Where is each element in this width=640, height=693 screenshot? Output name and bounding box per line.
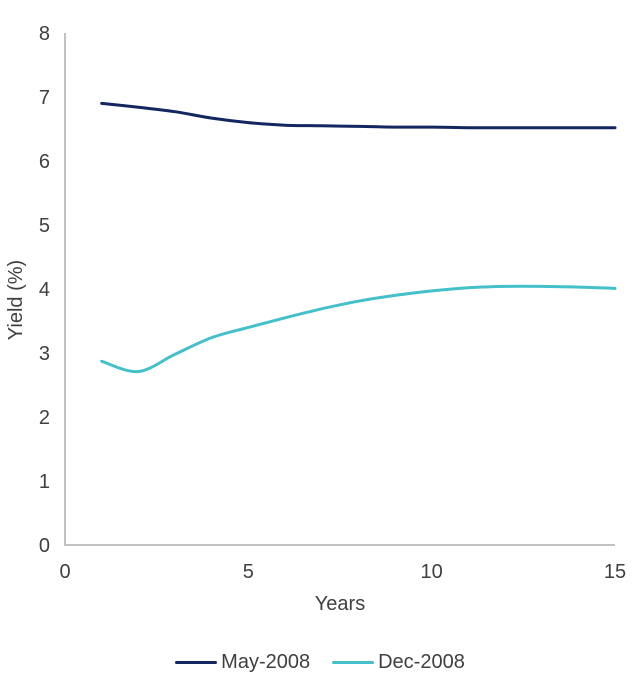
- y-tick-label: 4: [39, 279, 50, 301]
- y-tick-label: 5: [39, 215, 50, 237]
- series-lines: [100, 101, 617, 374]
- legend-label-may-2008: May-2008: [221, 651, 311, 673]
- y-tick-label: 1: [39, 471, 50, 493]
- x-axis-title: Years: [315, 593, 365, 615]
- y-tick-label: 2: [39, 407, 50, 429]
- y-tick-label: 8: [39, 23, 50, 45]
- x-tick-label: 5: [243, 561, 254, 583]
- y-tick-label: 3: [39, 343, 50, 365]
- legend-swatch-may-2008: [175, 660, 218, 664]
- series-line-may-2008: [100, 101, 617, 130]
- series-line-dec-2008: [100, 284, 617, 374]
- x-axis-tick-labels: 0 5 10 15: [59, 561, 626, 583]
- plot-area: 0 1 2 3 4 5 6 7 8 0 5 10 15 Yield (%) Years: [5, 23, 626, 615]
- legend-item-may-2008: May-2008: [175, 650, 310, 674]
- legend-item-dec-2008: Dec-2008: [332, 650, 465, 674]
- legend: May-2008 Dec-2008: [0, 650, 640, 674]
- legend-label-dec-2008: Dec-2008: [378, 651, 465, 673]
- y-axis-tick-labels: 0 1 2 3 4 5 6 7 8: [39, 23, 50, 557]
- legend-swatch-dec-2008: [332, 660, 375, 664]
- y-tick-label: 7: [39, 87, 50, 109]
- y-tick-label: 0: [39, 535, 50, 557]
- y-tick-label: 6: [39, 151, 50, 173]
- y-axis-title: Yield (%): [5, 260, 27, 340]
- x-tick-label: 10: [421, 561, 443, 583]
- x-tick-label: 15: [604, 561, 626, 583]
- x-tick-label: 0: [59, 561, 70, 583]
